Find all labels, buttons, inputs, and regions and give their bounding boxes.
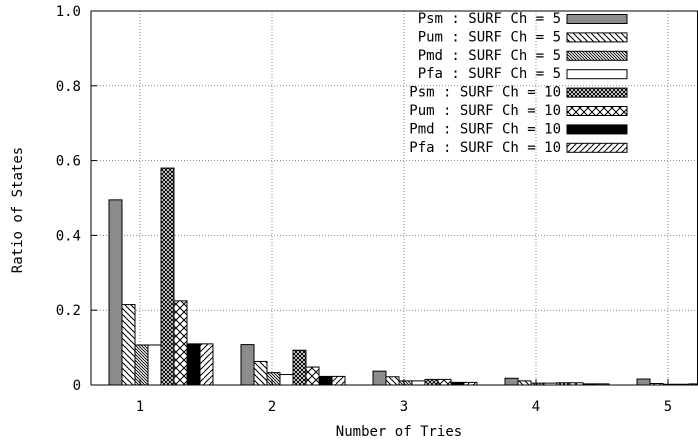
bar (504, 377, 519, 386)
bar (292, 349, 307, 386)
bar (134, 344, 149, 386)
bar (199, 343, 214, 386)
bar (411, 380, 426, 386)
bar (108, 199, 123, 386)
legend-label: Psm : SURF Ch = 5 (418, 11, 561, 27)
legend-label: Pfa : SURF Ch = 10 (409, 140, 561, 156)
x-tick-label: 1 (136, 399, 144, 415)
bar (266, 372, 281, 386)
y-tick-label: 0.4 (56, 228, 81, 244)
x-tick-label: 2 (268, 399, 276, 415)
bar (279, 374, 294, 386)
legend: Psm : SURF Ch = 5 Pum : SURF Ch = 5 Pmd : … (409, 11, 628, 156)
bar (186, 343, 201, 386)
legend-swatch (566, 124, 628, 135)
legend-label: Pum : SURF Ch = 5 (418, 29, 561, 45)
x-tick-label: 5 (664, 399, 672, 415)
bar (372, 370, 387, 386)
y-axis-label: Ratio of States (10, 147, 26, 273)
legend-label: Pum : SURF Ch = 10 (409, 103, 561, 119)
bar (253, 360, 268, 386)
bar (636, 378, 651, 386)
bar (160, 167, 175, 386)
legend-swatch (566, 32, 628, 43)
bar (398, 380, 413, 386)
x-tick-label: 3 (400, 399, 408, 415)
y-tick-label: 0 (73, 378, 81, 394)
x-tick-label: 4 (532, 399, 540, 415)
legend-label: Pmd : SURF Ch = 10 (409, 121, 561, 137)
bar (121, 304, 136, 386)
legend-label: Psm : SURF Ch = 10 (409, 85, 561, 101)
bar (331, 375, 346, 386)
grid (91, 11, 698, 385)
bar (147, 344, 162, 386)
bar (517, 380, 532, 386)
legend-swatch (566, 106, 628, 116)
legend-swatch (566, 50, 628, 61)
legend-swatch (566, 142, 628, 153)
bar (305, 366, 320, 386)
bar (173, 300, 188, 386)
legend-swatch (566, 69, 628, 80)
y-tick-label: 0.6 (56, 154, 81, 170)
axis-frame (90, 10, 698, 386)
axes: 0 0.2 0.4 0.6 0.8 1.0 1 2 3 4 5 (56, 4, 698, 415)
legend-swatch (566, 87, 628, 98)
y-tick-label: 0.2 (56, 303, 81, 319)
bar (318, 375, 333, 386)
legend-label: Pmd : SURF Ch = 5 (418, 48, 561, 64)
y-tick-label: 1.0 (56, 4, 81, 20)
bar (437, 378, 452, 386)
legend-label: Pfa : SURF Ch = 5 (418, 66, 561, 82)
legend-swatch (566, 14, 628, 24)
bar (385, 376, 400, 386)
y-tick-label: 0.8 (56, 79, 81, 95)
bar (424, 378, 439, 386)
x-axis-label: Number of Tries (336, 424, 462, 440)
bar (240, 344, 255, 386)
